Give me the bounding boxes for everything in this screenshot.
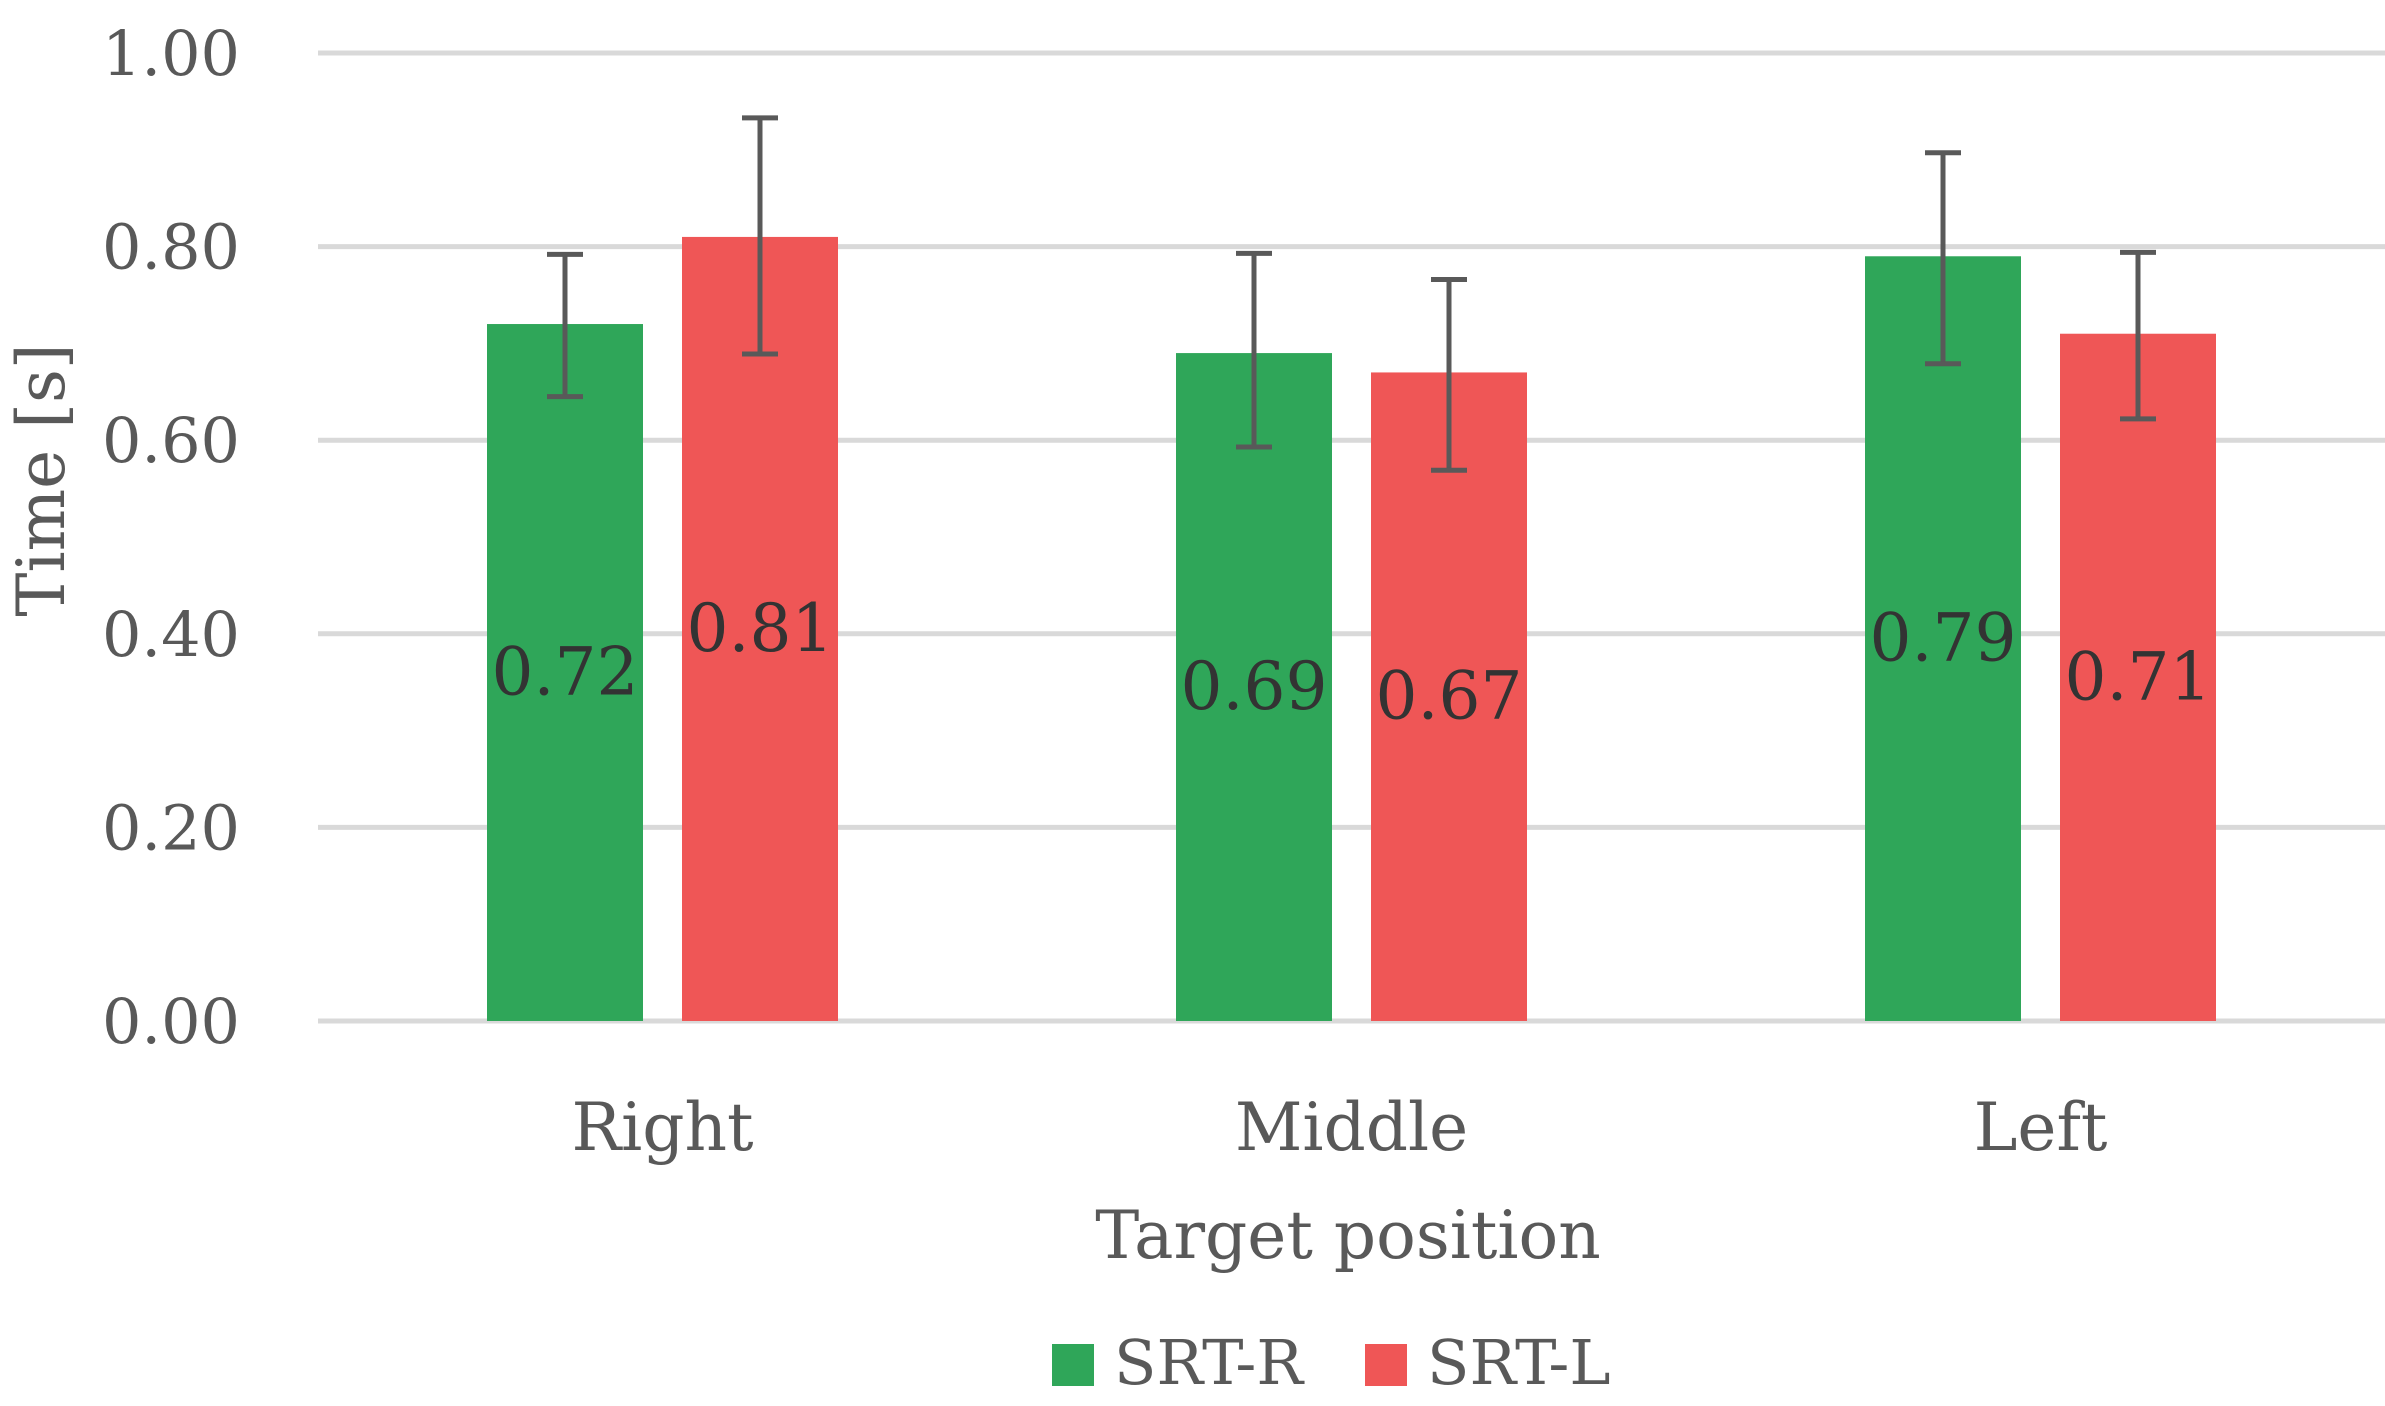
y-axis-ticks: 0.00 0.20 0.40 0.60 0.80 1.00	[102, 17, 240, 1058]
data-label-srt-l-left: 0.71	[2065, 638, 2212, 715]
y-tick-label: 0.00	[102, 985, 240, 1058]
x-category-label: Middle	[1235, 1089, 1468, 1166]
bars	[487, 236, 2216, 1022]
data-label-srt-r-left: 0.79	[1870, 600, 2017, 677]
gridlines	[318, 50, 2385, 1024]
legend-swatch-srt-r	[1052, 1344, 1094, 1386]
y-tick-label: 1.00	[102, 17, 240, 90]
data-label-srt-l-middle: 0.67	[1376, 658, 1523, 735]
bar-srt-r-left	[1865, 256, 2021, 1021]
legend-swatch-srt-l	[1365, 1344, 1407, 1386]
bar-srt-l-right	[682, 236, 838, 1022]
bar-srt-r-right	[487, 324, 643, 1021]
y-tick-label: 0.40	[102, 598, 240, 671]
data-label-srt-r-middle: 0.69	[1181, 648, 1328, 725]
data-label-srt-r-right: 0.72	[492, 634, 639, 711]
error-bars	[547, 115, 2156, 473]
x-axis-title: Target position	[1095, 1197, 1600, 1274]
x-axis-categories: Right Middle Left	[571, 1089, 2107, 1166]
x-category-label: Right	[571, 1089, 753, 1166]
x-category-label: Left	[1974, 1089, 2108, 1166]
data-label-srt-l-right: 0.81	[687, 590, 834, 667]
legend-label-srt-r: SRT-R	[1114, 1326, 1305, 1399]
bar-srt-l-middle	[1371, 372, 1527, 1021]
y-tick-label: 0.20	[102, 791, 240, 864]
legend: SRT-R SRT-L	[1052, 1326, 1611, 1399]
bar-srt-l-left	[2060, 333, 2216, 1022]
data-labels: 0.72 0.81 0.69 0.67 0.79 0.71	[492, 590, 2212, 735]
y-tick-label: 0.80	[102, 211, 240, 284]
bar-srt-r-middle	[1176, 353, 1332, 1022]
legend-label-srt-l: SRT-L	[1427, 1326, 1611, 1399]
y-axis-title: Time [s]	[3, 343, 80, 616]
y-tick-label: 0.60	[102, 404, 240, 477]
